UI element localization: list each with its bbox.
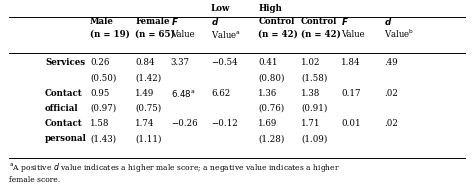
Text: 1.58: 1.58	[90, 119, 109, 128]
Text: $\bfit{d}$: $\bfit{d}$	[211, 16, 219, 27]
Text: Male: Male	[90, 17, 114, 26]
Text: (0.75): (0.75)	[135, 104, 161, 113]
Text: Contact: Contact	[45, 119, 83, 128]
Text: .02: .02	[384, 119, 398, 128]
Text: Value: Value	[341, 30, 365, 39]
Text: .02: .02	[384, 89, 398, 98]
Text: (1.11): (1.11)	[135, 134, 162, 143]
Text: Services: Services	[45, 58, 85, 67]
Text: $\bfit{F}$: $\bfit{F}$	[341, 16, 349, 27]
Text: Control: Control	[258, 17, 295, 26]
Text: Female: Female	[135, 17, 170, 26]
Text: 1.84: 1.84	[341, 58, 361, 67]
Text: (1.42): (1.42)	[135, 73, 161, 82]
Text: Contact: Contact	[45, 89, 83, 98]
Text: Value$^{\rm a}$: Value$^{\rm a}$	[211, 29, 241, 40]
Text: (1.09): (1.09)	[301, 134, 328, 143]
Text: $\bfit{d}$: $\bfit{d}$	[384, 16, 392, 27]
Text: 3.37: 3.37	[171, 58, 190, 67]
Text: 1.74: 1.74	[135, 119, 155, 128]
Text: Value$^{\rm b}$: Value$^{\rm b}$	[384, 28, 414, 40]
Text: 0.17: 0.17	[341, 89, 361, 98]
Text: (n = 42): (n = 42)	[301, 30, 341, 39]
Text: 0.84: 0.84	[135, 58, 155, 67]
Text: $6.48^{\rm a}$: $6.48^{\rm a}$	[171, 88, 195, 99]
Text: (n = 42): (n = 42)	[258, 30, 298, 39]
Text: 1.36: 1.36	[258, 89, 278, 98]
Text: 0.26: 0.26	[90, 58, 109, 67]
Text: (0.97): (0.97)	[90, 104, 116, 113]
Text: (n = 65): (n = 65)	[135, 30, 175, 39]
Text: female score.: female score.	[9, 176, 61, 184]
Text: 1.02: 1.02	[301, 58, 320, 67]
Text: Control: Control	[301, 17, 337, 26]
Text: (0.76): (0.76)	[258, 104, 284, 113]
Text: (1.28): (1.28)	[258, 134, 285, 143]
Text: 1.38: 1.38	[301, 89, 320, 98]
Text: −0.12: −0.12	[211, 119, 237, 128]
Text: −0.26: −0.26	[171, 119, 197, 128]
Text: −0.54: −0.54	[211, 58, 237, 67]
Text: $^{\rm a}$A positive $\it{d}$ value indicates a higher male score; a negative va: $^{\rm a}$A positive $\it{d}$ value indi…	[9, 161, 340, 174]
Text: (1.43): (1.43)	[90, 134, 116, 143]
Text: official: official	[45, 104, 79, 113]
Text: .49: .49	[384, 58, 398, 67]
Text: 0.01: 0.01	[341, 119, 361, 128]
Text: (1.58): (1.58)	[301, 73, 328, 82]
Text: Value: Value	[171, 30, 194, 39]
Text: 1.49: 1.49	[135, 89, 155, 98]
Text: (0.91): (0.91)	[301, 104, 328, 113]
Text: 6.62: 6.62	[211, 89, 230, 98]
Text: (0.50): (0.50)	[90, 73, 117, 82]
Text: personal: personal	[45, 134, 87, 143]
Text: 0.41: 0.41	[258, 58, 278, 67]
Text: (n = 19): (n = 19)	[90, 30, 130, 39]
Text: Low: Low	[211, 4, 230, 13]
Text: $\bfit{F}$: $\bfit{F}$	[171, 16, 178, 27]
Text: High: High	[258, 4, 282, 13]
Text: 1.69: 1.69	[258, 119, 278, 128]
Text: 0.95: 0.95	[90, 89, 109, 98]
Text: 1.71: 1.71	[301, 119, 320, 128]
Text: (0.80): (0.80)	[258, 73, 285, 82]
